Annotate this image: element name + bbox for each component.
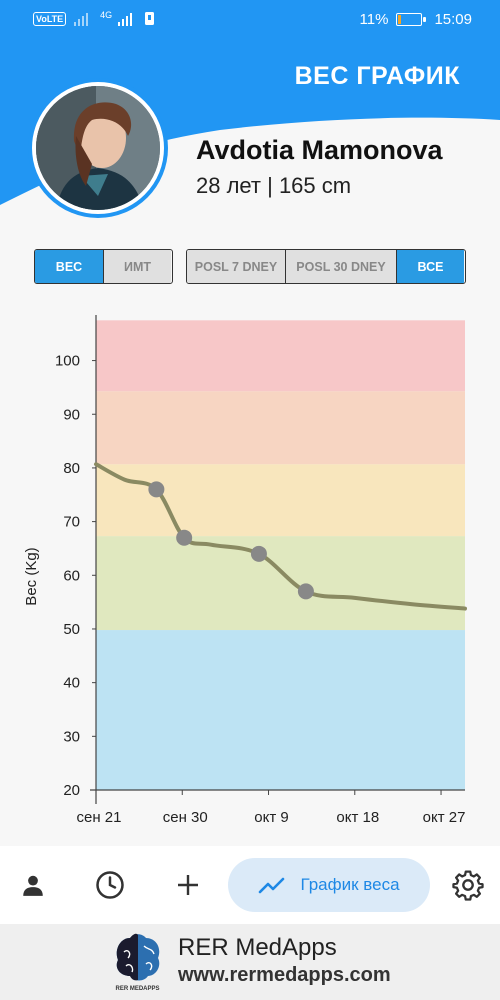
y-tick-label: 70 bbox=[63, 514, 80, 531]
footer-brand: RER MedApps bbox=[178, 934, 337, 961]
footer-logo-text: RER MEDAPPS bbox=[115, 986, 160, 992]
range-toggle: POSL 7 DNEY POSL 30 DNEY ВСЕ bbox=[186, 249, 466, 284]
add-icon bbox=[178, 875, 198, 895]
y-tick-label: 90 bbox=[63, 406, 80, 423]
avatar-photo bbox=[32, 82, 164, 214]
user-name: Avdotia Mamonova bbox=[196, 135, 443, 165]
tab-all[interactable]: ВСЕ bbox=[397, 250, 464, 283]
tab-weight[interactable]: ВЕС bbox=[35, 250, 104, 283]
y-tick-label: 80 bbox=[63, 460, 80, 477]
clock: 15:09 bbox=[434, 11, 472, 28]
x-tick-label: окт 9 bbox=[254, 809, 288, 826]
bottom-nav: График веса bbox=[0, 846, 500, 924]
x-tick-label: окт 27 bbox=[423, 809, 466, 826]
trend-icon bbox=[259, 877, 285, 894]
weight-point bbox=[297, 583, 314, 600]
header-background bbox=[0, 0, 500, 205]
weight-point bbox=[148, 481, 165, 498]
history-icon bbox=[96, 871, 124, 899]
weight-point bbox=[176, 529, 193, 546]
nav-settings[interactable] bbox=[444, 846, 492, 924]
nav-history[interactable] bbox=[86, 846, 134, 924]
avatar-image bbox=[36, 86, 160, 210]
weight-point bbox=[250, 545, 267, 562]
network-type: 4G bbox=[100, 10, 113, 20]
signal-icon-2 bbox=[118, 13, 133, 26]
tab-last-30-days[interactable]: POSL 30 DNEY bbox=[286, 250, 397, 283]
user-age-height: 28 лет | 165 cm bbox=[196, 173, 352, 198]
weight-chart: 20 30 40 50 60 70 80 90 100 сен 21 сен 30 окт 9 окт … bbox=[23, 315, 467, 826]
chart-zone-3 bbox=[96, 391, 465, 465]
chart-zone-1 bbox=[96, 536, 465, 631]
footer-url[interactable]: www.rermedapps.com bbox=[178, 964, 391, 986]
nav-profile[interactable] bbox=[10, 846, 56, 924]
battery-fill bbox=[398, 15, 401, 24]
person-icon bbox=[23, 875, 43, 896]
y-tick-label: 100 bbox=[55, 353, 80, 370]
y-tick-label: 30 bbox=[63, 728, 80, 745]
y-axis-label: Вес (Kg) bbox=[23, 547, 40, 605]
weight-line bbox=[94, 462, 467, 611]
header: VoLTE 4G 11% 15:0 bbox=[0, 0, 500, 240]
tab-last-7-days[interactable]: POSL 7 DNEY bbox=[187, 250, 286, 283]
battery-percent: 11% bbox=[359, 11, 389, 28]
x-tick-label: сен 30 bbox=[163, 809, 208, 826]
chart-zone-4 bbox=[96, 320, 465, 392]
nav-add[interactable] bbox=[164, 846, 212, 924]
status-bar: VoLTE 4G 11% 15:0 bbox=[0, 0, 500, 40]
chart-zone-2 bbox=[96, 464, 465, 537]
signal-icon bbox=[74, 13, 89, 26]
metric-toggle: ВЕС ИМТ bbox=[34, 249, 173, 284]
chart-zone-0 bbox=[96, 630, 465, 790]
y-tick-label: 40 bbox=[63, 675, 80, 692]
avatar[interactable] bbox=[28, 78, 168, 218]
nav-weight-chart[interactable]: График веса bbox=[228, 858, 430, 912]
nav-weight-chart-label: График веса bbox=[300, 875, 400, 894]
footer-ad[interactable]: RER MEDAPPS RER MedApps www.rermedapps.c… bbox=[0, 924, 500, 1000]
brain-logo-icon bbox=[116, 933, 160, 981]
x-tick-label: сен 21 bbox=[77, 809, 122, 826]
sim-icon bbox=[145, 12, 155, 25]
y-tick-label: 60 bbox=[63, 567, 80, 584]
volte-badge: VoLTE bbox=[33, 12, 67, 26]
page-title: ВЕС ГРАФИК bbox=[294, 62, 460, 90]
battery-icon bbox=[396, 13, 427, 26]
settings-icon bbox=[452, 870, 484, 901]
y-tick-label: 50 bbox=[63, 621, 80, 638]
y-tick-label: 20 bbox=[63, 782, 80, 799]
x-tick-label: окт 18 bbox=[336, 809, 379, 826]
tab-bmi[interactable]: ИМТ bbox=[104, 250, 171, 283]
